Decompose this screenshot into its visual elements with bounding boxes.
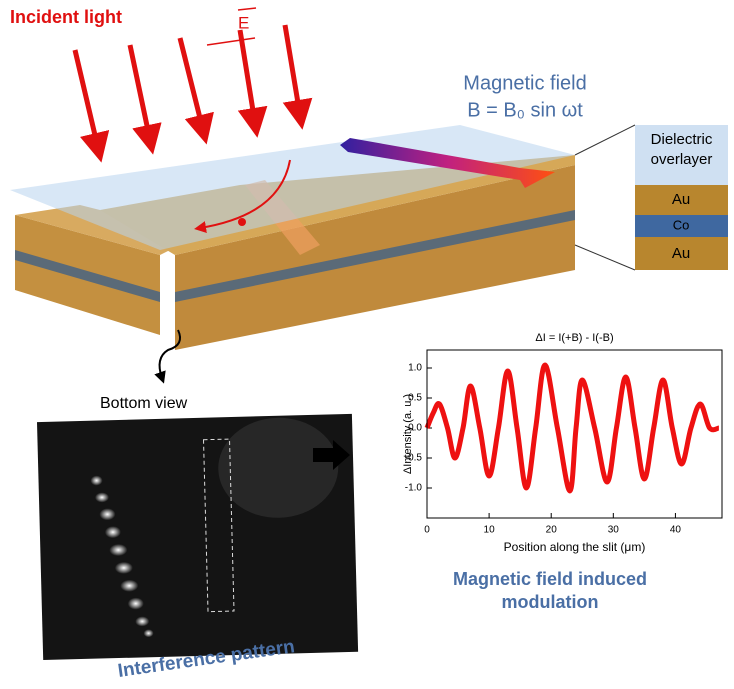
b-formula: B = B₀ sin ωt [467, 99, 583, 121]
x-tick-label: 30 [608, 525, 620, 536]
modulation-label: Magnetic field induced modulation [430, 568, 670, 614]
x-tick-label: 20 [546, 525, 558, 536]
data-line [427, 365, 719, 491]
e-vector-bar [238, 8, 256, 10]
connector [575, 125, 635, 155]
y-tick-label: 1.0 [408, 363, 422, 374]
light-arrows [75, 25, 300, 148]
e-label: E [238, 13, 249, 32]
pattern-image [37, 414, 358, 660]
chart: ΔI = I(+B) - I(-B) Position along the sli… [402, 332, 722, 554]
figure: Incident light E Magnetic field B = B₀ s… [0, 0, 734, 689]
layer-au: Au [672, 191, 690, 208]
device [10, 125, 575, 350]
y-tick-label: -1.0 [405, 483, 423, 494]
y-tick-label: 0.0 [408, 423, 422, 434]
slit-dot [238, 218, 246, 226]
x-axis-label: Position along the slit (μm) [504, 540, 646, 554]
connector [575, 245, 635, 270]
layer-co: Co [673, 217, 690, 232]
layer-au: Au [672, 245, 690, 262]
x-tick-label: 40 [670, 525, 682, 536]
y-tick-label: -0.5 [405, 453, 423, 464]
x-tick-label: 10 [484, 525, 496, 536]
e-arrow [207, 38, 255, 45]
x-tick-label: 0 [424, 525, 430, 536]
y-tick-label: 0.5 [408, 393, 422, 404]
magnetic-field: Magnetic field [463, 72, 586, 94]
dielectric-label: Dielectric overlayer [630, 130, 733, 170]
bottom-view: Bottom view [100, 395, 188, 412]
chart-title: ΔI = I(+B) - I(-B) [535, 332, 613, 344]
incident-light: Incident light [10, 7, 122, 27]
